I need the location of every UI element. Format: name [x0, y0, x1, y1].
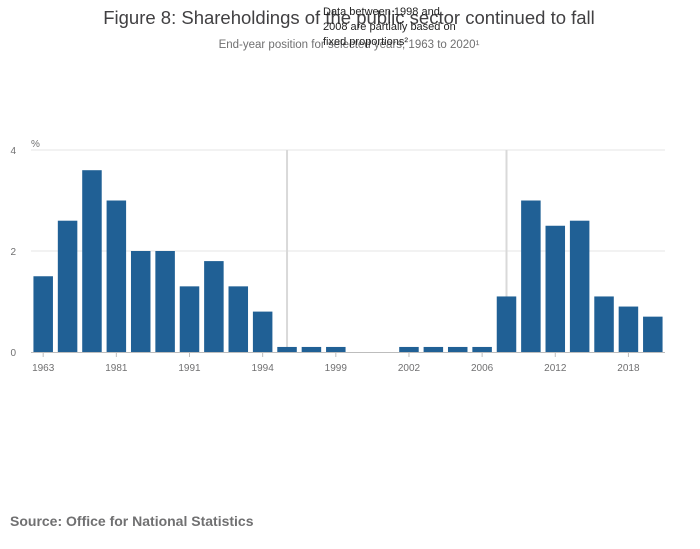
bar-2010 [521, 200, 541, 352]
bars [33, 170, 663, 352]
annotation-line-2: 2008 are partially based on [323, 21, 456, 33]
bar-1989 [130, 251, 151, 352]
x-tick-label-2018: 2018 [617, 363, 640, 374]
bar-2020 [643, 316, 663, 352]
x-tick-label-1963: 1963 [32, 363, 55, 374]
bar-1992 [204, 261, 224, 352]
y-tick-label: 4 [10, 146, 16, 157]
y-tick-labels: 0 2 4 [10, 146, 16, 359]
chart-subtitle: End-year position for selected years, 19… [219, 39, 480, 51]
bar-2002 [399, 346, 419, 352]
source-note: Source: Office for National Statistics [10, 513, 254, 529]
annotation-line-1: Data between 1998 and [323, 6, 440, 18]
bar-1998 [301, 346, 322, 352]
y-tick-label: 2 [10, 247, 16, 258]
x-tick-label-1999: 1999 [325, 363, 348, 374]
annotation-line-3: fixed proportions² [323, 36, 408, 48]
bar-2003 [423, 346, 444, 352]
bar-1963 [33, 276, 53, 352]
x-tick-labels: 1963 1981 1991 1994 1999 2002 2006 2012 2018 [32, 352, 640, 374]
x-tick-label-1981: 1981 [105, 363, 128, 374]
bar-2006 [472, 346, 492, 352]
chart-title: Figure 8: Shareholdings of the public se… [103, 7, 595, 28]
bar-1993 [228, 286, 249, 352]
x-tick-label-1991: 1991 [178, 363, 201, 374]
y-tick-label: 0 [10, 348, 16, 359]
bar-1990 [155, 251, 175, 352]
bar-1999 [326, 346, 346, 352]
bar-2016 [594, 296, 614, 352]
bar-2018 [618, 306, 639, 352]
bar-1981 [106, 200, 127, 352]
x-tick-label-1994: 1994 [252, 363, 275, 374]
bar-1991 [179, 286, 200, 352]
bar-2008 [496, 296, 517, 352]
y-axis-unit: % [31, 139, 40, 150]
x-tick-label-2006: 2006 [471, 363, 494, 374]
bar-2012 [545, 225, 566, 352]
x-tick-label-2012: 2012 [544, 363, 567, 374]
bar-2014 [569, 220, 590, 352]
bar-1994 [252, 311, 273, 352]
x-tick-label-2002: 2002 [398, 363, 421, 374]
bar-1975 [82, 170, 102, 352]
bar-1997 [277, 346, 297, 352]
bar-1969 [57, 220, 78, 352]
bar-2004 [447, 346, 468, 352]
